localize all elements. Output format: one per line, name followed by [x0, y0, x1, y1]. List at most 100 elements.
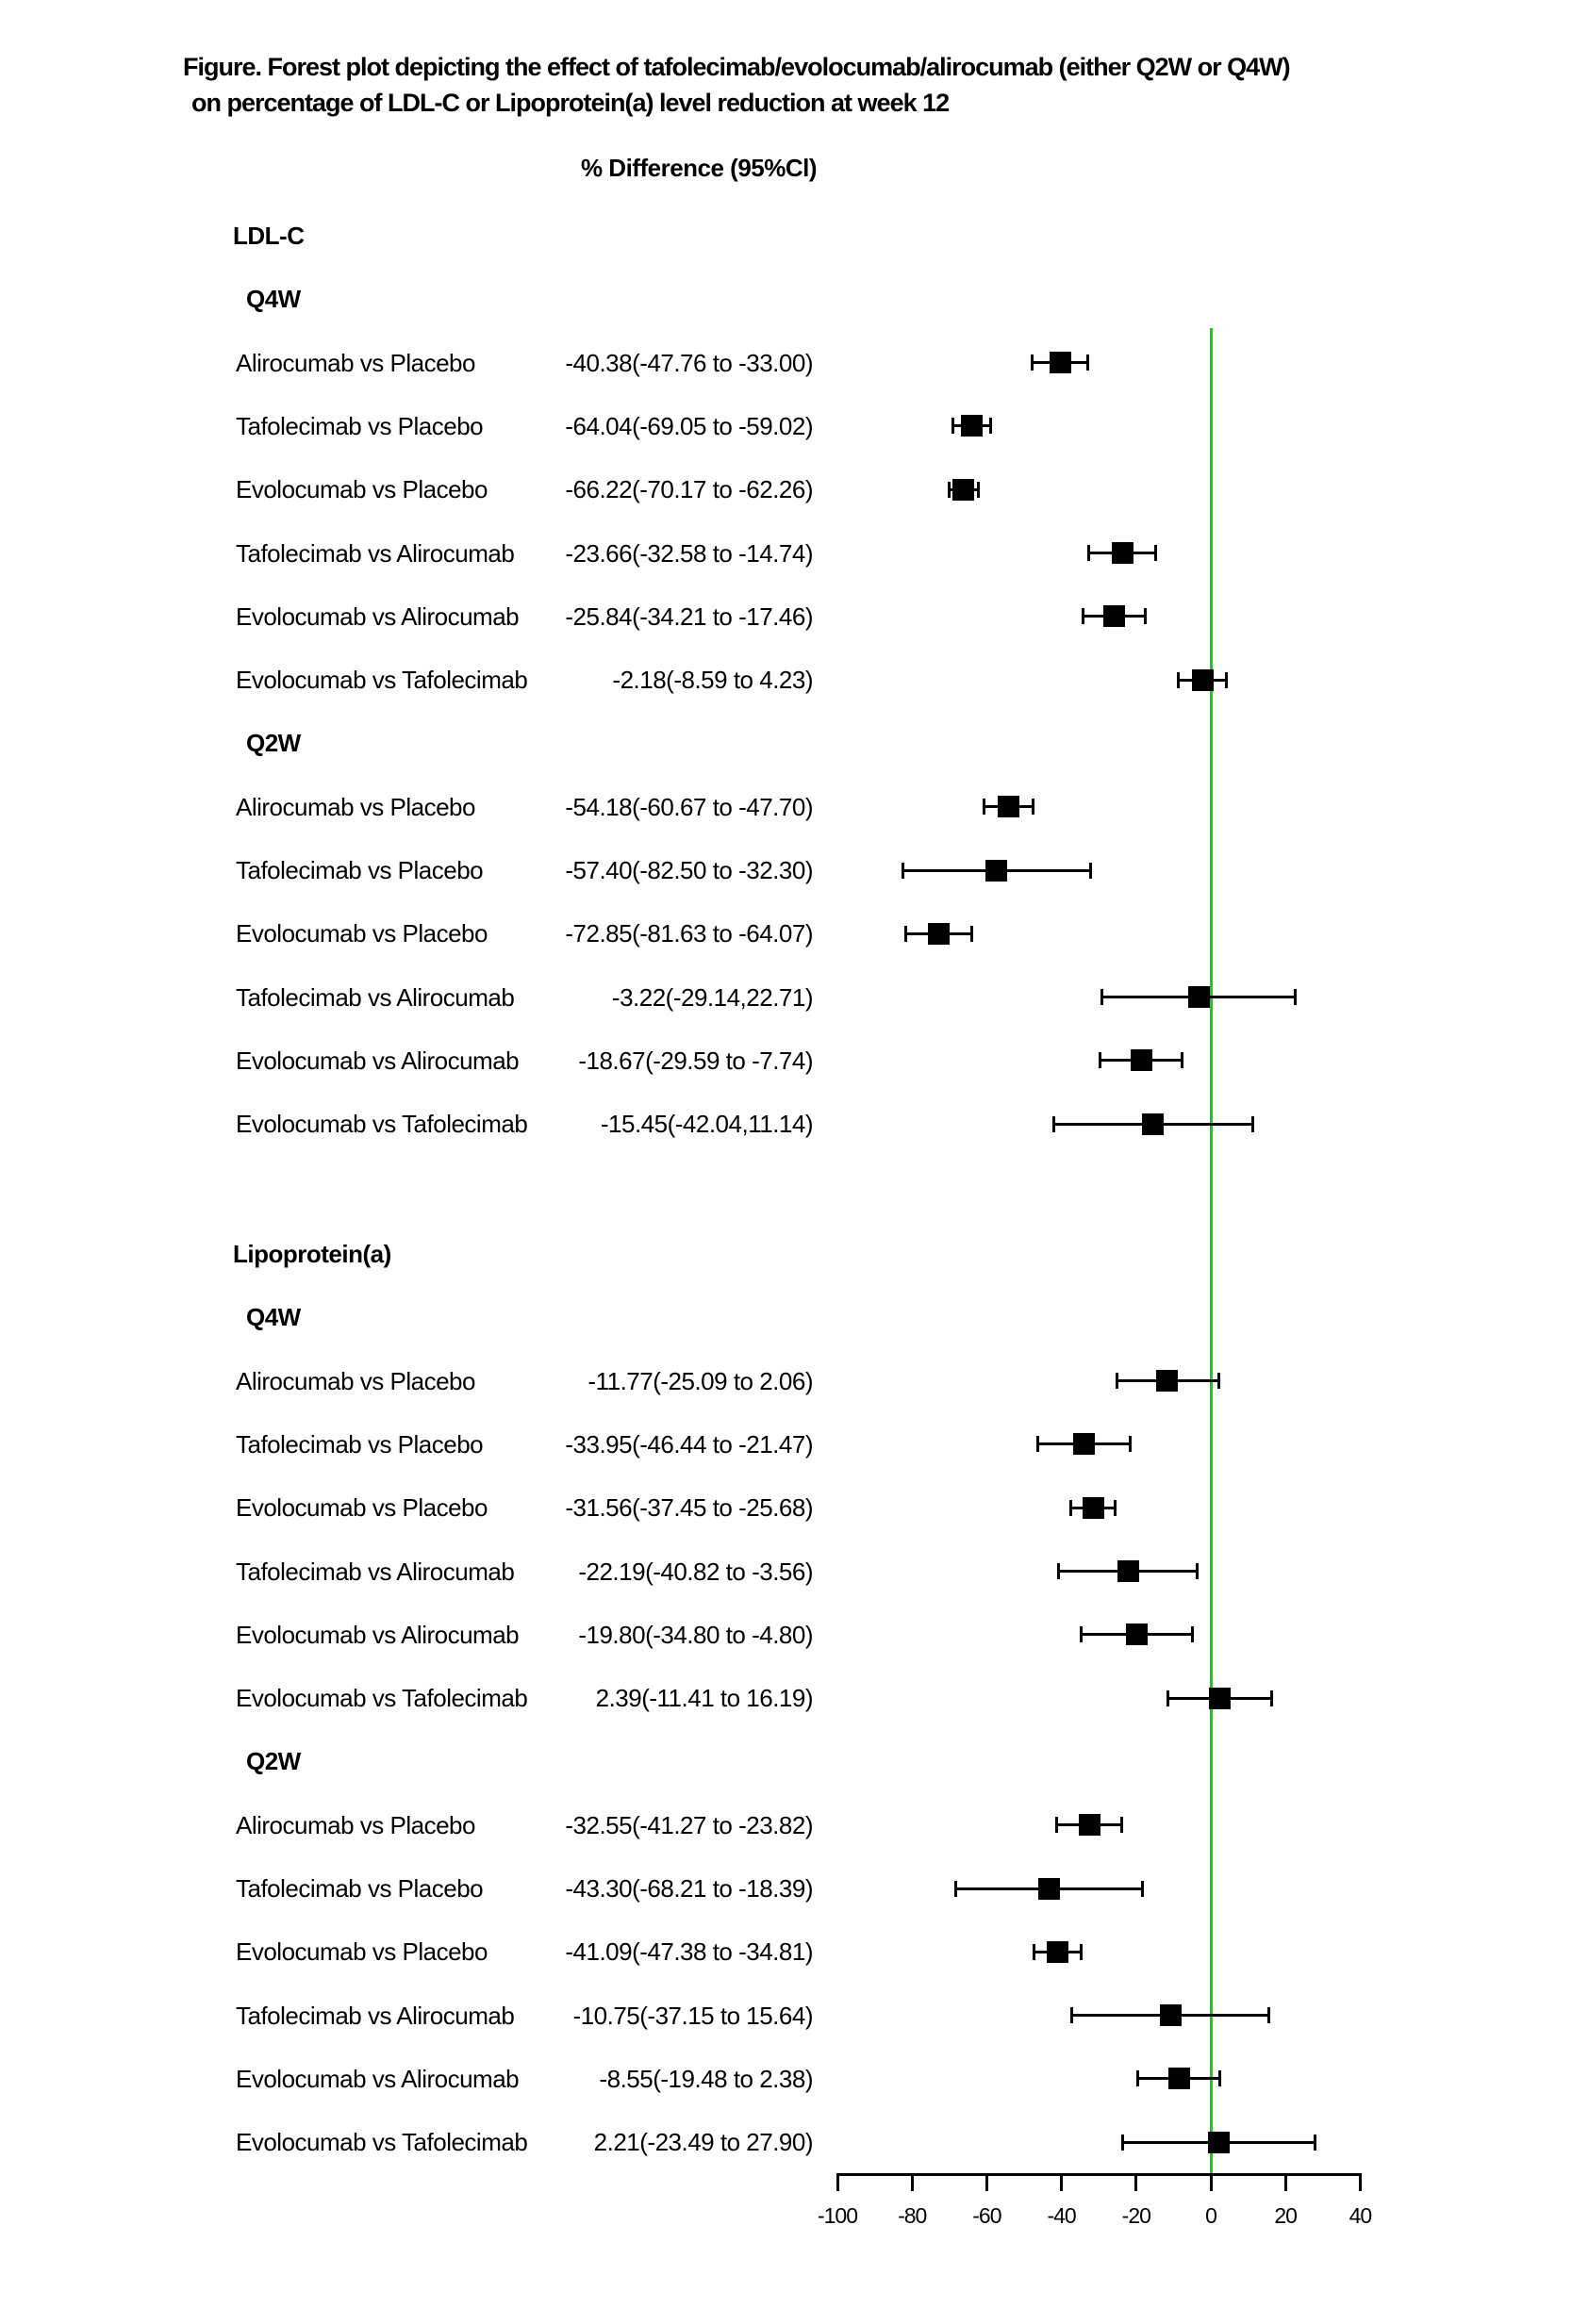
- subgroup-header: Q2W: [246, 729, 301, 758]
- axis-tick-label: -100: [817, 2203, 858, 2228]
- comparison-label: Tafolecimab vs Alirocumab: [236, 982, 515, 1012]
- comparison-label: Alirocumab vs Placebo: [236, 792, 475, 821]
- comparison-label: Evolocumab vs Alirocumab: [236, 1046, 520, 1075]
- estimate-ci-text: -64.04(-69.05 to -59.02): [565, 411, 813, 440]
- axis-tick: [1283, 2173, 1287, 2191]
- ci-cap-right: [1267, 2007, 1271, 2024]
- point-estimate-marker: [1103, 605, 1126, 628]
- ci-cap-right: [1154, 545, 1158, 561]
- section-header: Lipoprotein(a): [233, 1240, 391, 1268]
- estimate-ci-text: -2.18(-8.59 to 4.23): [612, 666, 813, 695]
- point-estimate-marker: [1078, 1814, 1100, 1837]
- comparison-label: Tafolecimab vs Alirocumab: [236, 1557, 515, 1586]
- ci-cap-left: [1082, 608, 1085, 625]
- estimate-ci-text: -25.84(-34.21 to -17.46): [565, 602, 813, 631]
- comparison-label: Evolocumab vs Tafolecimab: [236, 2128, 528, 2157]
- estimate-ci-text: -32.55(-41.27 to -23.82): [565, 1810, 813, 1839]
- estimate-ci-text: 2.39(-11.41 to 16.19): [595, 1684, 814, 1713]
- axis-tick: [1209, 2173, 1213, 2191]
- ci-cap-left: [954, 1880, 958, 1897]
- axis-tick-label: 20: [1274, 2203, 1298, 2228]
- ci-cap-right: [1113, 1499, 1117, 1516]
- point-estimate-marker: [1159, 2004, 1182, 2027]
- axis-tick-label: -80: [898, 2203, 927, 2228]
- ci-cap-right: [1180, 1052, 1183, 1069]
- comparison-label: Evolocumab vs Tafolecimab: [236, 666, 528, 695]
- ci-cap-right: [1269, 1689, 1273, 1706]
- point-estimate-marker: [1073, 1433, 1096, 1456]
- ci-cap-left: [1056, 1563, 1060, 1579]
- point-estimate-marker: [1167, 2068, 1190, 2090]
- estimate-ci-text: -8.55(-19.48 to 2.38): [599, 2064, 813, 2093]
- ci-cap-right: [1216, 1373, 1220, 1390]
- point-estimate-marker: [1049, 352, 1071, 374]
- comparison-label: Tafolecimab vs Placebo: [236, 856, 484, 884]
- comparison-label: Evolocumab vs Placebo: [236, 1937, 488, 1967]
- ci-cap-left: [1099, 1052, 1102, 1069]
- ci-cap-left: [904, 925, 908, 942]
- ci-cap-right: [1088, 862, 1092, 879]
- ci-cap-right: [1294, 989, 1298, 1006]
- axis-tick-label: -40: [1047, 2203, 1076, 2228]
- ci-cap-left: [1031, 354, 1034, 371]
- estimate-ci-text: -41.09(-47.38 to -34.81): [565, 1937, 813, 1967]
- column-header-difference: % Difference (95%Cl): [580, 154, 818, 182]
- estimate-ci-text: -19.80(-34.80 to -4.80): [578, 1620, 813, 1649]
- estimate-ci-text: 2.21(-23.49 to 27.90): [593, 2128, 814, 2157]
- ci-cap-right: [1129, 1436, 1133, 1453]
- ci-cap-right: [1250, 1115, 1254, 1132]
- ci-cap-left: [1055, 1817, 1059, 1834]
- ci-cap-left: [1032, 1943, 1035, 1960]
- subgroup-header: Q2W: [246, 1747, 301, 1776]
- ci-cap-right: [1313, 2134, 1316, 2151]
- comparison-label: Tafolecimab vs Placebo: [236, 1874, 484, 1903]
- ci-cap-left: [1100, 989, 1104, 1006]
- comparison-label: Alirocumab vs Placebo: [236, 1366, 475, 1395]
- ci-cap-right: [1079, 1943, 1083, 1960]
- comparison-label: Evolocumab vs Alirocumab: [236, 2064, 520, 2093]
- estimate-ci-text: -72.85(-81.63 to -64.07): [565, 919, 813, 948]
- point-estimate-marker: [960, 415, 983, 437]
- ci-cap-left: [1116, 1373, 1119, 1390]
- comparison-label: Tafolecimab vs Alirocumab: [236, 538, 515, 568]
- point-estimate-marker: [1191, 668, 1214, 691]
- comparison-label: Evolocumab vs Placebo: [236, 1493, 488, 1523]
- zero-reference-line: [1209, 328, 1213, 2173]
- ci-cap-right: [988, 418, 992, 435]
- point-estimate-marker: [1038, 1877, 1061, 1900]
- comparison-label: Alirocumab vs Placebo: [236, 1810, 475, 1839]
- ci-cap-right: [1140, 1880, 1144, 1897]
- axis-tick: [985, 2173, 988, 2191]
- point-estimate-marker: [1117, 1560, 1139, 1582]
- ci-cap-left: [1121, 2134, 1125, 2151]
- comparison-label: Evolocumab vs Tafolecimab: [236, 1110, 528, 1139]
- ci-cap-right: [1217, 2070, 1221, 2087]
- section-header: LDL-C: [233, 222, 305, 250]
- ci-cap-left: [951, 418, 955, 435]
- estimate-ci-text: -22.19(-40.82 to -3.56): [578, 1557, 813, 1586]
- estimate-ci-text: -33.95(-46.44 to -21.47): [565, 1429, 813, 1459]
- ci-cap-right: [1085, 354, 1089, 371]
- comparison-label: Tafolecimab vs Alirocumab: [236, 2001, 515, 2030]
- point-estimate-marker: [1046, 1940, 1068, 1963]
- axis-tick: [1134, 2173, 1138, 2191]
- comparison-label: Tafolecimab vs Placebo: [236, 411, 484, 440]
- axis-tick-label: 0: [1205, 2203, 1217, 2228]
- estimate-ci-text: -31.56(-37.45 to -25.68): [565, 1493, 813, 1523]
- estimate-ci-text: -15.45(-42.04,11.14): [600, 1110, 814, 1139]
- axis-tick: [910, 2173, 914, 2191]
- estimate-ci-text: -11.77(-25.09 to 2.06): [587, 1366, 813, 1395]
- ci-cap-right: [969, 925, 973, 942]
- point-estimate-marker: [1155, 1370, 1178, 1393]
- comparison-label: Evolocumab vs Alirocumab: [236, 602, 520, 631]
- axis-tick: [836, 2173, 839, 2191]
- estimate-ci-text: -43.30(-68.21 to -18.39): [565, 1874, 813, 1903]
- comparison-label: Evolocumab vs Placebo: [236, 919, 488, 948]
- axis-tick-label: -60: [972, 2203, 1001, 2228]
- ci-cap-left: [1136, 2070, 1140, 2087]
- point-estimate-marker: [1130, 1049, 1152, 1072]
- ci-cap-left: [901, 862, 904, 879]
- estimate-ci-text: -3.22(-29.14,22.71): [611, 982, 814, 1012]
- ci-cap-right: [1031, 799, 1034, 816]
- point-estimate-marker: [952, 478, 975, 501]
